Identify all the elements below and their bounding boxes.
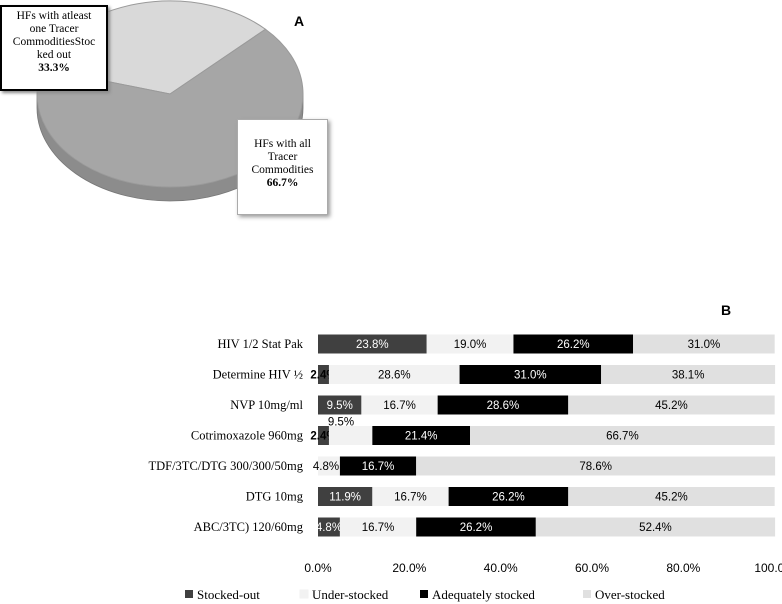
x-tick-label: 20.0% <box>392 561 426 575</box>
bar-segment <box>513 334 634 354</box>
data-label: 26.2% <box>557 339 590 351</box>
bar-segment <box>339 456 417 476</box>
pie-callout-line: CommoditiesStoc <box>12 36 96 48</box>
pie-slice <box>36 28 304 188</box>
data-label: 26.2% <box>492 492 525 504</box>
bar-segment <box>372 426 471 445</box>
legend-swatch <box>583 590 591 598</box>
category-label: Determine HIV ½ <box>213 368 303 382</box>
data-label: 23.8% <box>356 339 389 351</box>
bar-segment <box>361 395 438 415</box>
legend-label: Adequately stocked <box>432 587 535 602</box>
category-label: HIV 1/2 Stat Pak <box>217 337 303 351</box>
data-label: 28.6% <box>487 400 520 412</box>
data-label: 66.7% <box>606 431 639 443</box>
data-label: 16.7% <box>362 461 395 473</box>
pie-callout-line: one Tracer <box>29 23 79 35</box>
bar-segment <box>318 487 373 506</box>
x-tick-label: 60.0% <box>575 561 609 575</box>
bar-segment <box>318 334 427 354</box>
bar-segment <box>318 395 362 415</box>
category-label: NVP 10mg/ml <box>230 398 303 412</box>
pie-callout-line: Commodities <box>251 164 314 176</box>
category-label: ABC/3TC) 120/60mg <box>194 520 304 534</box>
legend-swatch <box>420 590 428 598</box>
bar-segment <box>470 426 775 445</box>
legend-label: Over-stocked <box>595 587 665 602</box>
x-tick-label: 100.0% <box>754 561 782 575</box>
bar-segment <box>416 517 536 537</box>
bar-segment <box>318 426 329 445</box>
bar-segment <box>318 456 340 476</box>
data-label: 38.1% <box>672 370 705 382</box>
data-label: 78.6% <box>579 461 612 473</box>
pie-callout-stocked-out: HFs with atleast one Tracer CommoditiesSto… <box>0 5 108 91</box>
bar-segment <box>339 517 417 537</box>
pie-callout-all-commodities: HFs with all Tracer Commodities 66.7% <box>237 119 328 215</box>
data-label: 45.2% <box>655 400 688 412</box>
pie-callout-line: ked out <box>36 49 72 61</box>
bar-segment <box>416 456 776 476</box>
bar-segment <box>328 365 460 384</box>
bar-segment <box>459 365 602 384</box>
data-label: 45.2% <box>655 492 688 504</box>
panel-label-b: B <box>721 302 731 318</box>
legend-swatch <box>185 590 193 598</box>
data-label: 28.6% <box>378 370 411 382</box>
pie-callout-stocked-out-label: HFs with atleast one Tracer CommoditiesSto… <box>2 7 106 62</box>
legend-swatch <box>299 589 309 599</box>
panel-label-a: A <box>294 13 304 29</box>
legend-label: Under-stocked <box>312 587 389 602</box>
bar-segment <box>372 487 449 506</box>
pie-callout-line: HFs with all <box>254 138 311 150</box>
data-label: 26.2% <box>460 522 493 534</box>
category-label: Cotrimoxazole 960mg <box>191 429 304 443</box>
bar-segment <box>568 395 775 415</box>
data-label: 16.7% <box>394 492 427 504</box>
x-tick-label: 80.0% <box>666 561 700 575</box>
data-label: 52.4% <box>639 522 672 534</box>
data-label: 4.8% <box>313 461 339 473</box>
pie-callout-line: HFs with atleast <box>16 10 92 22</box>
data-label: 21.4% <box>405 431 438 443</box>
bar-segment <box>448 487 569 506</box>
data-label: 4.8% <box>316 522 342 534</box>
bar-segment <box>318 517 340 537</box>
bar-segment <box>535 517 776 537</box>
data-label: 19.0% <box>454 339 487 351</box>
data-label: 16.7% <box>383 400 416 412</box>
bar-segment <box>633 334 775 354</box>
data-label: 9.5% <box>328 417 354 429</box>
bar-segment <box>568 487 775 506</box>
data-label: 31.0% <box>514 370 547 382</box>
stacked-bar-chart: HIV 1/2 Stat Pak 23.8% 19.0% 26.2% 31.0% Dete… <box>148 334 782 602</box>
category-label: TDF/3TC/DTG 300/300/50mg <box>148 459 303 473</box>
data-label: 16.7% <box>362 522 395 534</box>
bar-segment <box>426 334 514 354</box>
data-label: 31.0% <box>688 339 721 351</box>
pie-callout-all-commodities-value: 66.7% <box>266 177 299 189</box>
pie-callout-line: Tracer <box>267 151 298 163</box>
x-tick-label: 0.0% <box>304 561 332 575</box>
pie-callout-stocked-out-value: 33.3% <box>38 62 70 74</box>
category-label: DTG 10mg <box>246 490 304 504</box>
legend-label: Stocked-out <box>197 587 260 602</box>
bar-segment <box>318 365 329 384</box>
bar-segment <box>437 395 569 415</box>
x-tick-label: 40.0% <box>484 561 518 575</box>
pie-callout-all-commodities-label: HFs with all Tracer Commodities <box>238 120 327 177</box>
data-label: 11.9% <box>329 492 361 504</box>
bar-segment <box>601 365 776 384</box>
bar-segment <box>328 426 373 445</box>
data-label: 9.5% <box>327 400 353 412</box>
